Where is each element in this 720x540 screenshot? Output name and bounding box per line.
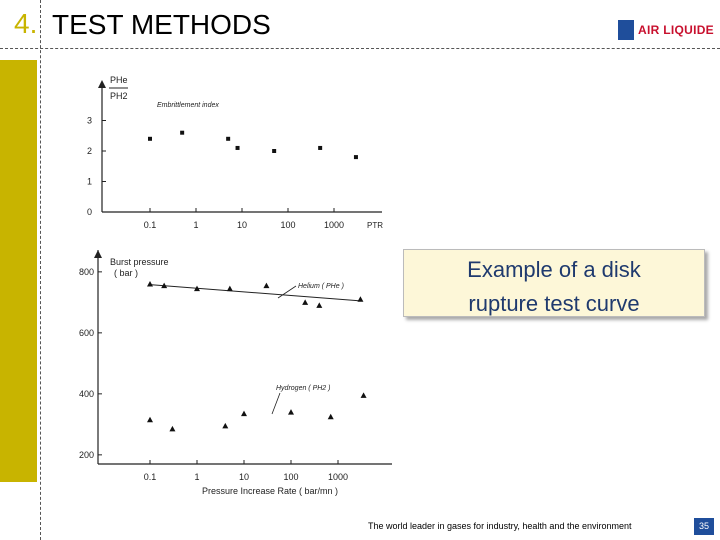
scanned-charts: PHe PH2 Embrittlement index PTR 0.1 1 10 10… bbox=[79, 75, 392, 496]
chart2-hydrogen-point bbox=[360, 392, 367, 398]
chart2-y-arrow-icon bbox=[94, 250, 102, 258]
chart2-helium-point bbox=[161, 282, 168, 289]
page-number: 35 bbox=[694, 518, 714, 535]
chart2-hydrogen-pointer bbox=[271, 392, 281, 415]
chart2-y-tick-label: 400 bbox=[79, 389, 94, 399]
chart2-helium-point bbox=[316, 302, 323, 308]
chart2-helium-point bbox=[263, 282, 270, 289]
chart2-hydrogen-point bbox=[222, 422, 229, 429]
chart1-x-tick-label: 100 bbox=[280, 220, 295, 230]
chart1-x-tick-label: 10 bbox=[237, 220, 247, 230]
chart1-point bbox=[226, 136, 231, 141]
chart2-x-ticks: 0.1 1 10 100 1000 bbox=[144, 460, 348, 482]
chart2-hydrogen-point bbox=[147, 416, 153, 423]
chart-burst-pressure: Burst pressure ( bar ) Pressure Increase… bbox=[79, 250, 392, 496]
chart2-x-tick-label: 0.1 bbox=[144, 472, 157, 482]
chart2-hydrogen-point bbox=[169, 425, 176, 432]
slide-title: TEST METHODS bbox=[52, 9, 271, 40]
chart1-point bbox=[148, 136, 152, 141]
chart1-ylabel-num: PHe bbox=[110, 75, 128, 85]
accent-sidebar bbox=[0, 60, 37, 482]
chart1-point bbox=[235, 145, 240, 150]
chart2-y-tick-label: 600 bbox=[79, 328, 94, 338]
chart2-y-tick-label: 200 bbox=[79, 450, 94, 460]
horizontal-divider bbox=[0, 48, 720, 49]
chart1-y-tick-label: 3 bbox=[87, 116, 92, 126]
chart-embrittlement: PHe PH2 Embrittlement index PTR 0.1 1 10 10… bbox=[87, 75, 383, 230]
chart2-helium-point bbox=[226, 285, 233, 292]
chart2-series-label-helium: Helium ( PHe ) bbox=[298, 283, 344, 290]
footer-tagline: The world leader in gases for industry, … bbox=[368, 521, 632, 531]
chart2-helium-trendline bbox=[149, 284, 361, 302]
chart2-hydrogen-point bbox=[327, 413, 334, 420]
chart1-y-tick-label: 1 bbox=[87, 177, 92, 187]
chart2-helium-pointer bbox=[277, 285, 297, 299]
air-liquide-logo: AIR LIQUIDE bbox=[618, 20, 718, 42]
chart2-trendline bbox=[149, 284, 361, 302]
section-number: 4. bbox=[14, 8, 38, 39]
chart1-point bbox=[318, 145, 323, 150]
chart2-y-tick-label: 800 bbox=[79, 267, 94, 277]
chart2-x-tick-label: 100 bbox=[283, 472, 298, 482]
chart2-hydrogen-point bbox=[288, 409, 294, 415]
chart1-annotation: Embrittlement index bbox=[157, 102, 219, 109]
chart2-x-tick-label: 10 bbox=[239, 472, 249, 482]
callout-line-1: Example of a disk bbox=[467, 257, 641, 282]
chart1-y-tick-label: 2 bbox=[87, 146, 92, 156]
caption-callout: Example of a disk rupture test curve bbox=[403, 249, 705, 317]
chart1-point bbox=[272, 149, 277, 153]
chart1-ylabel-den: PH2 bbox=[110, 91, 128, 101]
chart2-series-label-hydrogen: Hydrogen ( PH2 ) bbox=[276, 385, 330, 392]
chart2-helium-point bbox=[302, 299, 309, 305]
chart2-ylabel-unit: ( bar ) bbox=[114, 268, 138, 278]
chart2-helium-point bbox=[147, 281, 153, 287]
logo-mark-icon bbox=[618, 20, 634, 40]
chart2-helium-point bbox=[194, 285, 200, 292]
chart1-x-ticks: 0.1 1 10 100 1000 bbox=[144, 208, 344, 230]
chart2-y-ticks: 200 400 600 800 bbox=[79, 250, 102, 460]
chart1-point bbox=[353, 155, 358, 160]
callout-line-2: rupture test curve bbox=[468, 291, 640, 316]
chart1-y-ticks: 0 1 2 3 bbox=[87, 80, 106, 217]
chart1-point bbox=[180, 130, 185, 135]
chart1-x-tick-label: 1 bbox=[193, 220, 198, 230]
chart2-x-tick-label: 1000 bbox=[328, 472, 348, 482]
chart2-x-tick-label: 1 bbox=[194, 472, 199, 482]
chart1-xlabel: PTR bbox=[367, 221, 383, 230]
logo-text: AIR LIQUIDE bbox=[638, 23, 714, 37]
chart2-hydrogen-point bbox=[241, 410, 247, 417]
chart2-points bbox=[147, 281, 367, 432]
chart1-y-tick-label: 0 bbox=[87, 207, 92, 217]
chart1-y-arrow-icon bbox=[98, 80, 106, 88]
chart2-helium-point bbox=[357, 296, 364, 302]
chart1-points bbox=[148, 130, 358, 160]
chart2-xlabel: Pressure Increase Rate ( bar/mn ) bbox=[202, 486, 338, 496]
chart1-x-tick-label: 0.1 bbox=[144, 220, 157, 230]
vertical-divider bbox=[40, 0, 41, 540]
chart2-ylabel: Burst pressure bbox=[110, 257, 169, 267]
chart1-x-tick-label: 1000 bbox=[324, 220, 344, 230]
